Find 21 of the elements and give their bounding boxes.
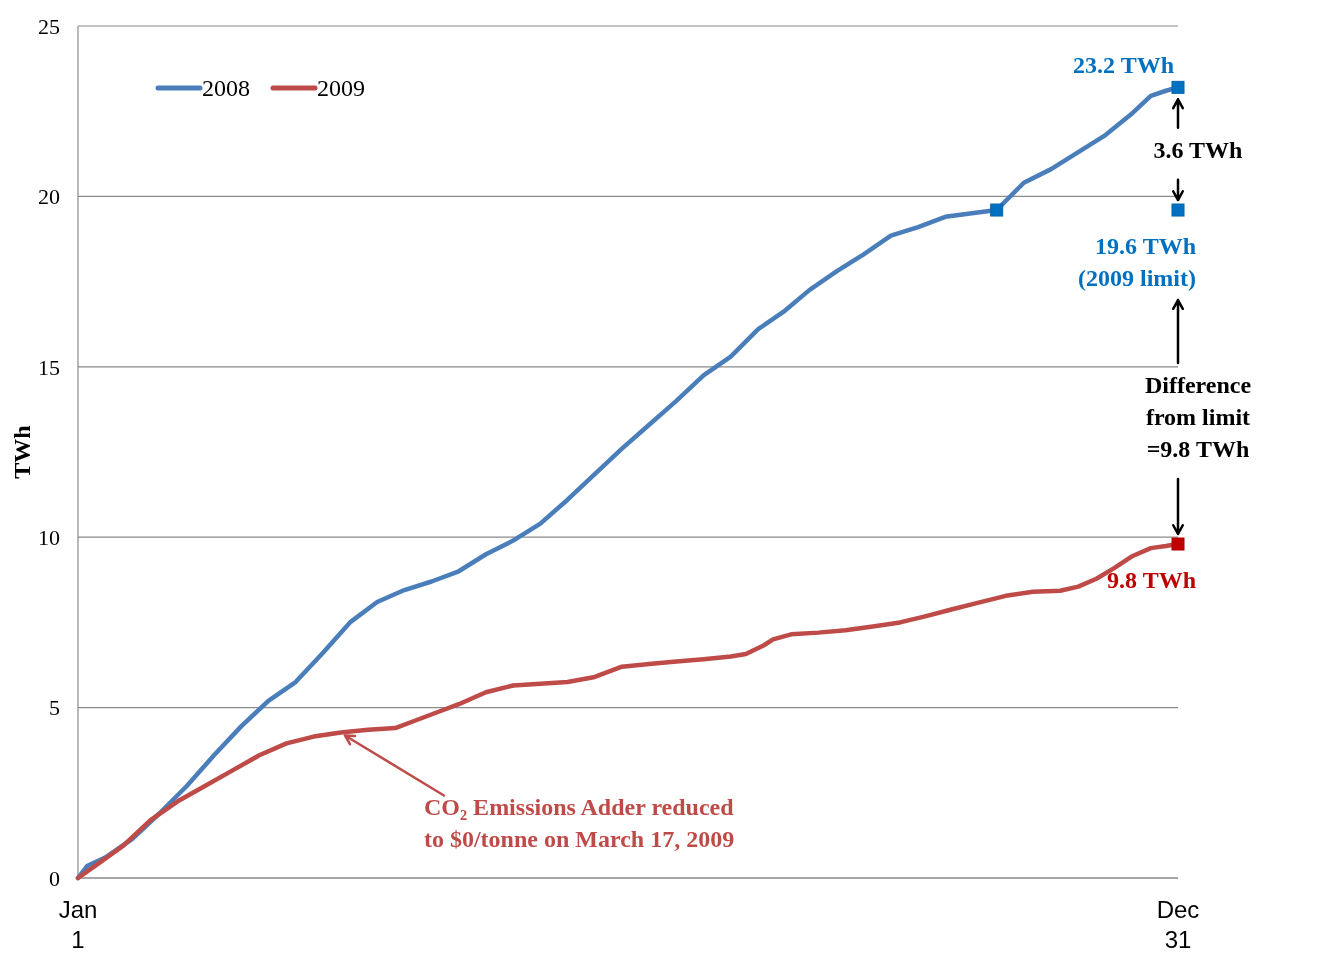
point xyxy=(1171,537,1185,551)
legend-label: 2009 xyxy=(317,75,365,102)
y-tick-label: 5 xyxy=(49,695,60,721)
point xyxy=(1171,203,1185,217)
annotation: 3.6 TWh xyxy=(1153,136,1243,163)
point xyxy=(990,203,1004,217)
annotation: 19.6 TWh (2009 limit) xyxy=(1078,233,1196,292)
annotation: 23.2 TWh xyxy=(1073,52,1174,79)
y-tick-label: 0 xyxy=(49,865,60,891)
y-axis-title: TWh xyxy=(9,425,35,479)
y-tick-label: 10 xyxy=(38,524,60,550)
y-tick-label: 15 xyxy=(38,354,60,380)
y-tick-label: 25 xyxy=(38,13,60,39)
annotation: 9.8 TWh xyxy=(1107,567,1196,594)
y-tick-label: 20 xyxy=(38,184,60,210)
legend-label: 2008 xyxy=(202,75,250,102)
point xyxy=(1171,80,1185,94)
annotation: CO₂ Emissions Adder reduced to $0/tonne on March 17, 2009 xyxy=(423,794,735,853)
x-tick-label: Jan 1 xyxy=(58,896,98,953)
x-tick-label: Dec 31 xyxy=(1156,896,1200,953)
annotation: Difference from limit =9.8 TWh xyxy=(1144,372,1252,463)
